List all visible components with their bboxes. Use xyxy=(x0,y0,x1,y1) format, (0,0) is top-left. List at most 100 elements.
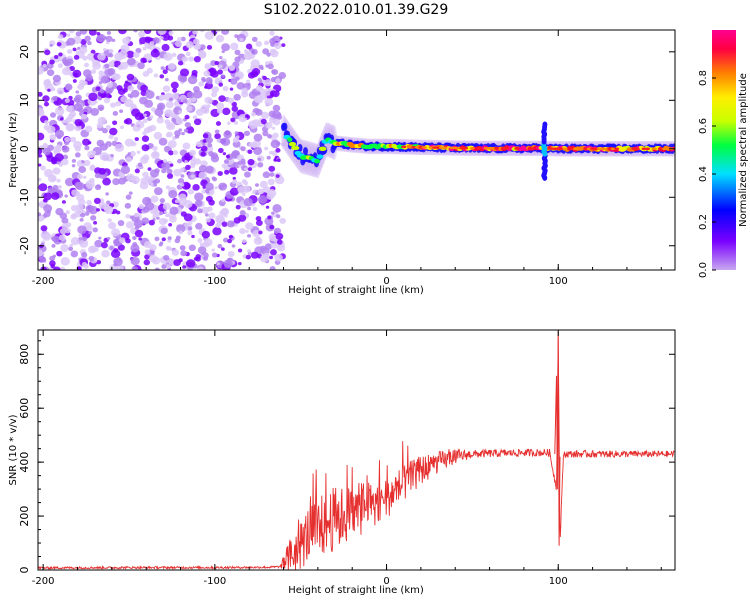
spectrogram-noise-cell xyxy=(83,106,93,114)
spectrogram-peak xyxy=(590,147,596,151)
spectrogram-noise-cell xyxy=(265,205,270,209)
spectrogram-noise-cell xyxy=(168,97,174,102)
spectrogram-noise-cell xyxy=(171,52,177,57)
spectrogram-noise-cell xyxy=(229,87,234,91)
spectrogram-noise-cell xyxy=(179,68,190,77)
spectrogram-noise-cell xyxy=(130,256,140,266)
spectrogram-noise-cell xyxy=(253,189,257,193)
spectrogram-noise-cell xyxy=(117,244,125,251)
spectrogram-noise-cell xyxy=(259,245,267,252)
spectrogram-noise-cell xyxy=(87,41,92,46)
spectrogram-noise-cell xyxy=(69,136,77,143)
colorbar-tick-label: 0.6 xyxy=(698,118,709,134)
spectrogram-noise-cell xyxy=(245,50,251,55)
spectrogram-noise-cell xyxy=(132,235,137,240)
spectrogram-noise-cell xyxy=(181,131,185,136)
spectrogram-noise-cell xyxy=(78,166,87,174)
spectrogram-noise-cell xyxy=(56,250,63,257)
spectrogram-noise-cell xyxy=(237,248,243,253)
spectrogram-ytick-label: -10 xyxy=(18,188,31,206)
spectrogram-noise-cell xyxy=(38,202,41,207)
spectrogram-noise-cell xyxy=(124,118,133,125)
spectrogram-noise-cell xyxy=(51,243,56,248)
spectrogram-noise-cell xyxy=(239,37,244,42)
spectrogram-noise-cell xyxy=(77,225,87,234)
figure-title: S102.2022.010.01.39.G29 xyxy=(264,2,449,18)
spectrogram-noise-cell xyxy=(239,228,246,235)
spectrogram-noise-cell xyxy=(107,82,113,88)
spectrogram-noise-cell xyxy=(173,259,181,267)
spectrogram-noise-cell xyxy=(200,151,206,157)
spectrogram-noise-cell xyxy=(279,217,286,224)
spectrogram-noise-cell xyxy=(266,52,271,57)
spectrogram-noise-cell xyxy=(243,167,248,171)
spectrogram-noise-cell xyxy=(201,77,206,82)
spectrogram-noise-cell xyxy=(188,220,193,225)
spectrogram-noise-cell xyxy=(91,150,97,155)
spectrogram-noise-cell xyxy=(149,169,159,178)
spectrogram-noise-cell xyxy=(78,233,83,238)
spectrogram-noise-cell xyxy=(240,146,246,152)
snr-ytick-label: 200 xyxy=(18,506,31,527)
spectrogram-noise-cell xyxy=(142,46,147,51)
spectrogram-noise-cell xyxy=(38,91,43,97)
spectrogram-noise-cell xyxy=(154,267,160,270)
spectrogram-noise-cell xyxy=(124,138,134,147)
spectrogram-noise-cell xyxy=(143,113,147,117)
spectrogram-noise-cell xyxy=(54,129,65,139)
spectrogram-noise-cell xyxy=(124,80,129,84)
spectrogram-noise-cell xyxy=(231,180,236,184)
spectrogram-noise-cell xyxy=(276,158,281,163)
spectrogram-noise-cell xyxy=(56,178,61,183)
spectrogram-noise-cell xyxy=(179,167,185,173)
spectrogram-noise-cell xyxy=(153,187,163,196)
spectrogram-noise-cell xyxy=(278,71,287,79)
spectrogram-noise-cell xyxy=(262,171,271,179)
spectrogram-noise-cell xyxy=(214,133,221,140)
spectrogram-noise-cell xyxy=(244,114,249,119)
spectrogram-noise-cell xyxy=(198,81,205,87)
spectrogram-noise-cell xyxy=(180,250,188,257)
spectrogram-noise-cell xyxy=(214,186,218,190)
spectrogram-noise-cell xyxy=(165,264,171,270)
spectrogram-noise-cell xyxy=(71,158,77,163)
spectrogram-noise-cell xyxy=(274,42,282,50)
spectrogram-noise-cell xyxy=(264,217,274,226)
spectrogram-noise-cell xyxy=(142,154,150,161)
spectrogram-noise-cell xyxy=(100,116,106,121)
spectrogram-noise-cell xyxy=(168,258,175,265)
spectrogram-noise-cell xyxy=(147,167,152,171)
spectrogram-noise-cell xyxy=(172,88,178,93)
spectrogram-noise-cell xyxy=(66,58,74,65)
spectrogram-noise-cell xyxy=(42,232,52,241)
spectrogram-noise-cell xyxy=(223,237,229,243)
spectrogram-noise-cell xyxy=(235,135,240,139)
spectrogram-noise-cell xyxy=(98,236,102,240)
spectrogram-noise-cell xyxy=(140,84,148,92)
spectrogram-noise-cell xyxy=(199,107,205,113)
spectrogram-peak xyxy=(610,147,616,151)
spectrogram-peak xyxy=(528,147,534,150)
spectrogram-noise-cell xyxy=(229,187,239,196)
spectrogram-noise-cell xyxy=(164,77,169,82)
spectrogram-noise-cell xyxy=(201,230,211,239)
spectrogram-noise-cell xyxy=(108,61,115,68)
spectrogram-noise-cell xyxy=(184,114,190,120)
spectrogram-noise-cell xyxy=(71,189,79,197)
spectrogram-noise-cell xyxy=(82,236,88,242)
snr-xtick-label: 100 xyxy=(549,576,568,587)
spectrogram-noise-cell xyxy=(113,136,119,142)
spectrogram-noise-cell xyxy=(271,211,275,215)
spectrogram-noise-cell xyxy=(62,154,69,160)
spectrogram-noise-cell xyxy=(247,149,253,154)
spectrogram-noise-cell xyxy=(127,93,132,98)
spectrogram-noise-cell xyxy=(54,153,64,162)
snr-ytick-label: 800 xyxy=(18,344,31,365)
spectrogram-noise-cell xyxy=(70,237,80,246)
spectrogram-noise-cell xyxy=(188,244,196,252)
spectrogram-noise-cell xyxy=(217,147,224,154)
spectrogram-noise-cell xyxy=(247,249,252,253)
spectrogram-noise-cell xyxy=(247,206,252,211)
spectrogram-noise-cell xyxy=(280,142,286,147)
spectrogram-noise-cell xyxy=(216,138,221,143)
